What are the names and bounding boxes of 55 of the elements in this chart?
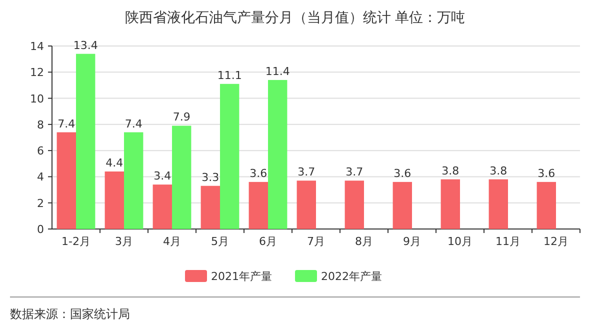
bar xyxy=(172,126,192,229)
data-label: 3.8 xyxy=(490,164,508,178)
legend-label: 2022年产量 xyxy=(321,270,382,283)
data-label: 3.6 xyxy=(538,166,556,180)
legend-label: 2021年产量 xyxy=(211,270,272,283)
x-tick-label: 4月 xyxy=(163,235,181,248)
data-label: 3.6 xyxy=(394,166,412,180)
y-tick-label: 14 xyxy=(30,40,44,53)
x-tick-label: 3月 xyxy=(115,235,133,248)
y-tick-label: 4 xyxy=(37,170,44,184)
data-label: 3.8 xyxy=(442,164,460,178)
data-label: 7.9 xyxy=(172,110,190,124)
x-tick-label: 12月 xyxy=(544,235,568,248)
bar xyxy=(440,179,460,229)
bar xyxy=(200,186,220,229)
bar xyxy=(488,179,508,229)
data-label: 3.6 xyxy=(250,166,268,180)
data-label: 3.7 xyxy=(346,166,364,179)
bar xyxy=(56,132,76,229)
source-note: 数据来源：国家统计局 xyxy=(10,307,130,321)
data-label: 4.4 xyxy=(106,156,124,170)
bar xyxy=(220,84,240,229)
bar xyxy=(104,171,124,229)
y-tick-label: 6 xyxy=(37,144,44,158)
bar xyxy=(124,132,144,229)
x-tick-label: 11月 xyxy=(496,235,520,248)
data-label: 7.4 xyxy=(58,117,76,130)
y-tick-label: 12 xyxy=(30,66,44,80)
y-tick-label: 8 xyxy=(37,118,44,132)
x-tick-label: 9月 xyxy=(403,235,421,248)
x-tick-label: 1-2月 xyxy=(62,235,90,248)
data-label: 3.4 xyxy=(154,170,172,183)
bar xyxy=(344,180,364,229)
data-label: 7.4 xyxy=(124,117,142,130)
data-label: 3.3 xyxy=(202,170,220,184)
bar xyxy=(392,182,412,229)
bar xyxy=(536,182,556,229)
data-label: 13.4 xyxy=(73,38,98,52)
bar xyxy=(296,180,316,229)
x-tick-label: 6月 xyxy=(259,235,277,248)
x-tick-label: 5月 xyxy=(211,235,229,248)
data-label: 11.4 xyxy=(265,64,290,78)
x-tick-label: 8月 xyxy=(355,235,373,248)
y-tick-label: 10 xyxy=(30,92,44,106)
data-label: 3.7 xyxy=(298,166,316,179)
chart-title: 陕西省液化石油气产量分月（当月值）统计 单位：万吨 xyxy=(124,10,466,26)
y-tick-label: 2 xyxy=(37,196,44,210)
x-tick-label: 7月 xyxy=(307,235,325,248)
y-tick-label: 0 xyxy=(37,223,44,236)
data-label: 11.1 xyxy=(217,68,242,82)
x-tick-label: 10月 xyxy=(448,235,472,248)
bar xyxy=(268,80,288,229)
bar xyxy=(152,184,172,229)
bar xyxy=(76,54,96,229)
bar xyxy=(248,182,268,229)
